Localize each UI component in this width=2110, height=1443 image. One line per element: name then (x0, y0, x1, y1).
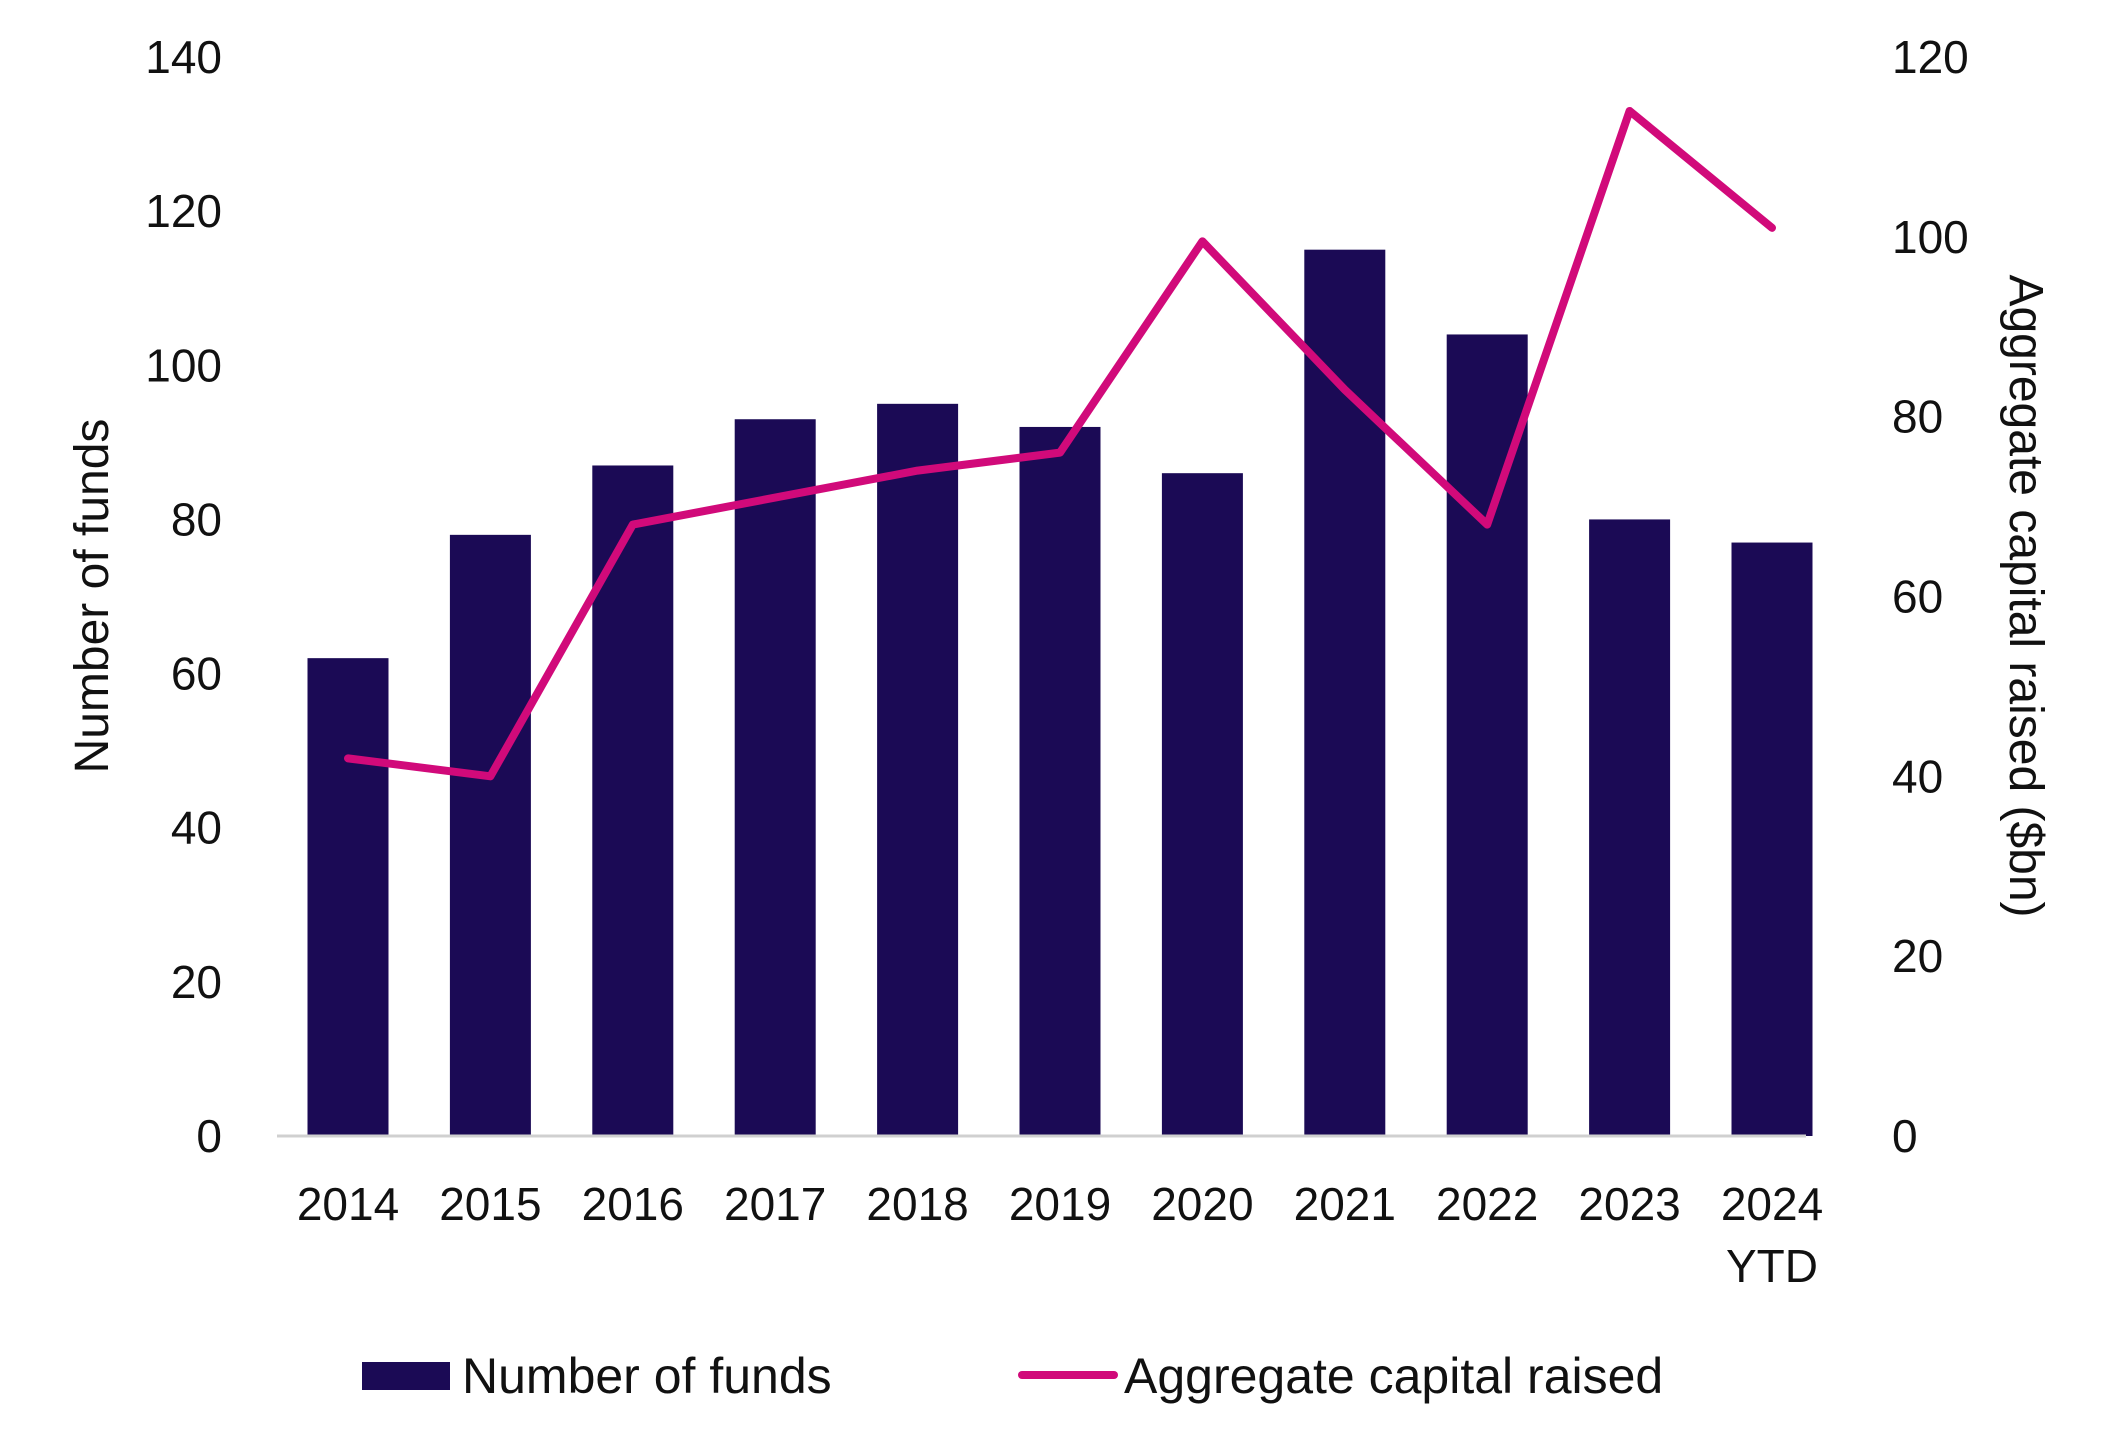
bar-2020 (1161, 473, 1243, 1137)
bar-2019 (1019, 426, 1101, 1136)
x-tick-label: 2023 (1578, 1178, 1680, 1230)
bar-2022 (1446, 334, 1528, 1136)
left-tick-label: 100 (145, 339, 222, 391)
right-tick-label: 60 (1892, 571, 1943, 623)
right-tick-label: 20 (1892, 930, 1943, 982)
bar-2014 (307, 658, 389, 1136)
right-tick-label: 120 (1892, 31, 1969, 83)
x-tick-label: 2019 (1009, 1178, 1111, 1230)
right-tick-label: 80 (1892, 391, 1943, 443)
left-tick-label: 20 (171, 956, 222, 1008)
x-tick-label: 2022 (1436, 1178, 1538, 1230)
x-tick-label: 2024 YTD (1721, 1178, 1823, 1292)
bar-2016 (592, 465, 674, 1136)
bar-2015 (449, 534, 531, 1136)
x-tick-label: 2016 (582, 1178, 684, 1230)
left-axis-title: Number of funds (66, 419, 119, 774)
legend-label-funds: Number of funds (462, 1348, 832, 1404)
bars (307, 249, 1813, 1137)
bar-2018 (877, 403, 959, 1137)
left-tick-label: 40 (171, 802, 222, 854)
capital-line-path (344, 106, 1776, 781)
right-tick-label: 0 (1892, 1110, 1918, 1162)
legend: Number of funds Aggregate capital raised (362, 1348, 1663, 1404)
bar-2023 (1589, 519, 1671, 1136)
x-tick-label: 2014 (297, 1178, 399, 1230)
left-tick-label: 0 (196, 1110, 222, 1162)
legend-swatch-bar (362, 1362, 450, 1390)
right-axis-ticks: 0 20 40 60 80 100 120 (1892, 31, 1969, 1162)
bar-2024-YTD (1731, 542, 1813, 1136)
right-axis-title: Aggregate capital raised ($bn) (1999, 274, 2052, 917)
x-tick-label: 2020 (1151, 1178, 1253, 1230)
left-tick-label: 140 (145, 31, 222, 83)
x-axis-ticks: 2014 2015 2016 2017 2018 2019 2020 2021 2022 2023… (297, 1178, 1823, 1292)
x-tick-label: 2015 (439, 1178, 541, 1230)
capital-line (344, 106, 1776, 781)
bar-2017 (734, 419, 816, 1136)
left-axis-ticks: 0 20 40 60 80 100 120 140 (145, 31, 222, 1162)
right-tick-label: 40 (1892, 750, 1943, 802)
left-tick-label: 60 (171, 648, 222, 700)
right-tick-label: 100 (1892, 211, 1969, 263)
left-tick-label: 80 (171, 493, 222, 545)
x-tick-label: 2017 (724, 1178, 826, 1230)
x-tick-label: 2021 (1294, 1178, 1396, 1230)
legend-label-capital: Aggregate capital raised (1124, 1348, 1663, 1404)
bar-2021 (1304, 249, 1386, 1136)
x-tick-label: 2018 (866, 1178, 968, 1230)
left-tick-label: 120 (145, 185, 222, 237)
